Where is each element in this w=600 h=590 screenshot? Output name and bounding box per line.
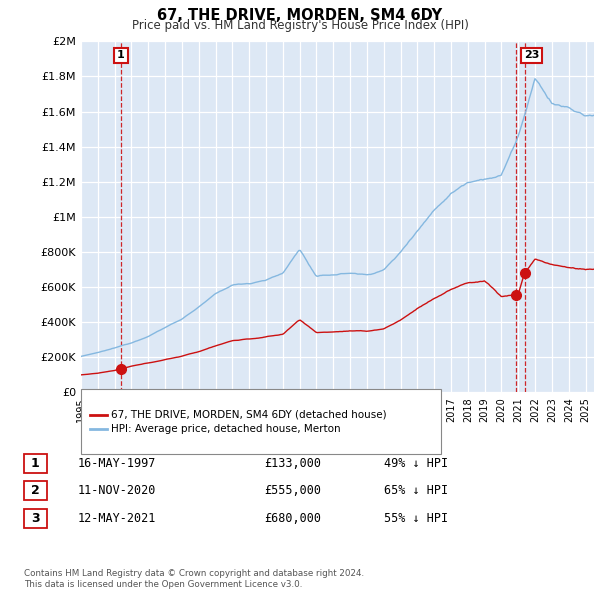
Text: 3: 3 (31, 512, 40, 525)
Text: 2: 2 (31, 484, 40, 497)
Text: 67, THE DRIVE, MORDEN, SM4 6DY (detached house): 67, THE DRIVE, MORDEN, SM4 6DY (detached… (111, 410, 386, 419)
Text: 1: 1 (31, 457, 40, 470)
Text: HPI: Average price, detached house, Merton: HPI: Average price, detached house, Mert… (111, 424, 341, 434)
Text: 16-MAY-1997: 16-MAY-1997 (78, 457, 157, 470)
Text: 12-MAY-2021: 12-MAY-2021 (78, 512, 157, 525)
Text: 11-NOV-2020: 11-NOV-2020 (78, 484, 157, 497)
Text: 49% ↓ HPI: 49% ↓ HPI (384, 457, 448, 470)
Text: £133,000: £133,000 (264, 457, 321, 470)
Text: Price paid vs. HM Land Registry's House Price Index (HPI): Price paid vs. HM Land Registry's House … (131, 19, 469, 32)
Text: 55% ↓ HPI: 55% ↓ HPI (384, 512, 448, 525)
Text: £555,000: £555,000 (264, 484, 321, 497)
Text: Contains HM Land Registry data © Crown copyright and database right 2024.
This d: Contains HM Land Registry data © Crown c… (24, 569, 364, 589)
Text: 1: 1 (117, 50, 125, 60)
Text: 67, THE DRIVE, MORDEN, SM4 6DY: 67, THE DRIVE, MORDEN, SM4 6DY (157, 8, 443, 22)
Text: £680,000: £680,000 (264, 512, 321, 525)
Text: 23: 23 (524, 50, 539, 60)
Text: 65% ↓ HPI: 65% ↓ HPI (384, 484, 448, 497)
